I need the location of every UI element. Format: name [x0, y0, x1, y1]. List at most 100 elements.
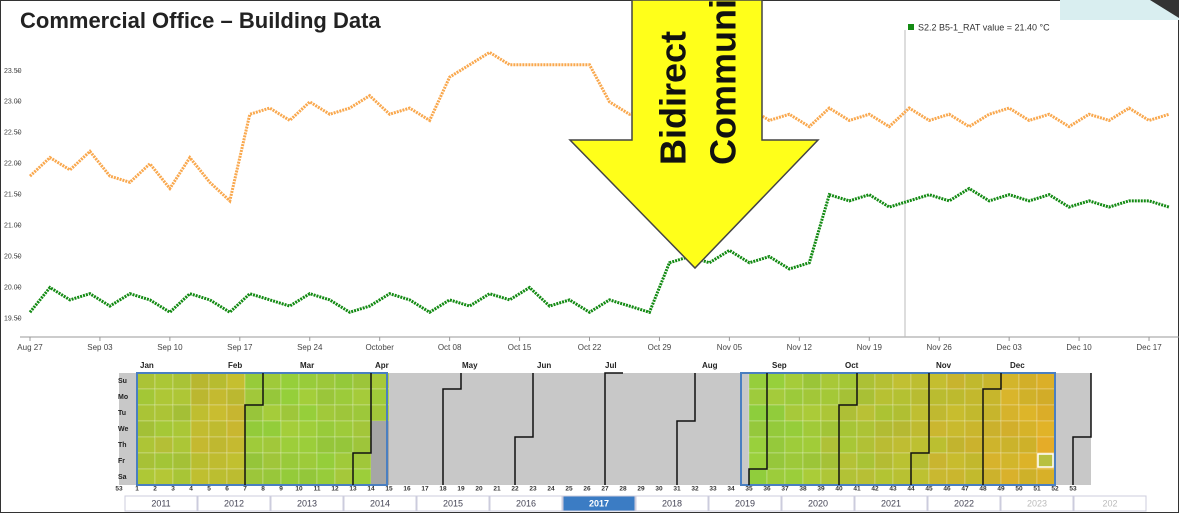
week-label: 13: [349, 486, 357, 493]
heat-cell: [1019, 469, 1037, 485]
heat-cell: [893, 405, 911, 421]
heat-cell: [1001, 437, 1019, 453]
heat-cell: [821, 469, 839, 485]
heat-cell: [749, 437, 767, 453]
heat-cell: [497, 453, 515, 469]
month-label: Aug: [702, 361, 718, 370]
x-tick-label: Nov 12: [787, 343, 813, 352]
heat-cell: [605, 389, 623, 405]
heat-cell: [209, 373, 227, 389]
heat-cell: [317, 373, 335, 389]
heat-cell: [551, 421, 569, 437]
week-label: 35: [745, 486, 753, 493]
heat-cell: [713, 405, 731, 421]
heat-cell: [641, 389, 659, 405]
week-label: 40: [835, 486, 843, 493]
month-label: Jun: [537, 361, 551, 370]
week-label: 31: [673, 486, 681, 493]
week-label: 53: [115, 486, 123, 493]
heat-cell: [227, 373, 245, 389]
heat-cell: [749, 373, 767, 389]
month-label: Oct: [845, 361, 859, 370]
heat-cell: [461, 437, 479, 453]
heat-cell: [839, 437, 857, 453]
heat-cell: [263, 421, 281, 437]
heat-cell: [155, 421, 173, 437]
heat-cell: [515, 389, 533, 405]
x-tick-label: Aug 27: [17, 343, 43, 352]
heat-cell: [551, 469, 569, 485]
heat-cell: [263, 405, 281, 421]
heat-cell: [1019, 437, 1037, 453]
heat-cell: [137, 469, 155, 485]
heat-cell: [1019, 405, 1037, 421]
heat-cell: [821, 405, 839, 421]
heat-cell: [263, 389, 281, 405]
heat-cell: [245, 373, 263, 389]
week-label: 12: [331, 486, 339, 493]
week-label: 30: [655, 486, 663, 493]
week-label: 41: [853, 486, 861, 493]
year-label: 2011: [151, 498, 170, 508]
heat-cell: [1037, 405, 1055, 421]
heat-cell: [965, 469, 983, 485]
y-tick-label: 19.50: [4, 315, 22, 322]
heat-cell: [515, 373, 533, 389]
heat-cell: [767, 469, 785, 485]
heat-cell: [1019, 453, 1037, 469]
heat-cell: [839, 405, 857, 421]
heat-cell: [209, 421, 227, 437]
heat-cell: [1037, 421, 1055, 437]
heat-cell: [335, 421, 353, 437]
x-tick-label: Sep 03: [87, 343, 113, 352]
heat-cell: [1037, 389, 1055, 405]
heat-cell: [425, 421, 443, 437]
heat-cell: [749, 421, 767, 437]
heat-cell: [191, 389, 209, 405]
year-label: 2019: [735, 498, 755, 508]
heat-cell: [587, 421, 605, 437]
heat-cell: [353, 437, 371, 453]
heat-cell: [425, 437, 443, 453]
heat-cell: [479, 437, 497, 453]
heat-cell: [515, 453, 533, 469]
heat-cell: [965, 453, 983, 469]
week-label: 37: [781, 486, 789, 493]
heat-cell: [911, 437, 929, 453]
year-label: 2020: [808, 498, 828, 508]
heat-cell: [245, 469, 263, 485]
heat-cell: [443, 389, 461, 405]
heat-cell: [353, 421, 371, 437]
heat-cell: [713, 421, 731, 437]
heat-cell: [1055, 437, 1073, 453]
heat-cell: [587, 437, 605, 453]
heat-cell: [767, 437, 785, 453]
heat-cell: [1001, 405, 1019, 421]
week-label: 22: [511, 486, 519, 493]
heat-cell: [461, 389, 479, 405]
heat-cell: [533, 421, 551, 437]
heat-cell: [335, 469, 353, 485]
heat-cell: [407, 421, 425, 437]
week-label: 6: [225, 486, 229, 493]
heat-cell: [317, 453, 335, 469]
x-tick-label: Oct 22: [578, 343, 602, 352]
heat-cell: [695, 469, 713, 485]
heat-cell: [587, 389, 605, 405]
heat-cell: [857, 437, 875, 453]
heat-cell: [353, 453, 371, 469]
heat-cell: [461, 373, 479, 389]
week-label: 14: [367, 486, 375, 493]
legend-label: S2.2 B5-1_RAT value = 21.40 °C: [918, 22, 1050, 32]
heat-cell: [965, 437, 983, 453]
heat-cell: [857, 421, 875, 437]
heat-cell: [1055, 469, 1073, 485]
heat-cell: [659, 421, 677, 437]
week-label: 47: [961, 486, 969, 493]
heat-cell: [857, 453, 875, 469]
heat-cell: [479, 469, 497, 485]
heat-cell: [137, 373, 155, 389]
heat-cell: [911, 469, 929, 485]
heat-cell: [155, 389, 173, 405]
heat-cell: [803, 389, 821, 405]
